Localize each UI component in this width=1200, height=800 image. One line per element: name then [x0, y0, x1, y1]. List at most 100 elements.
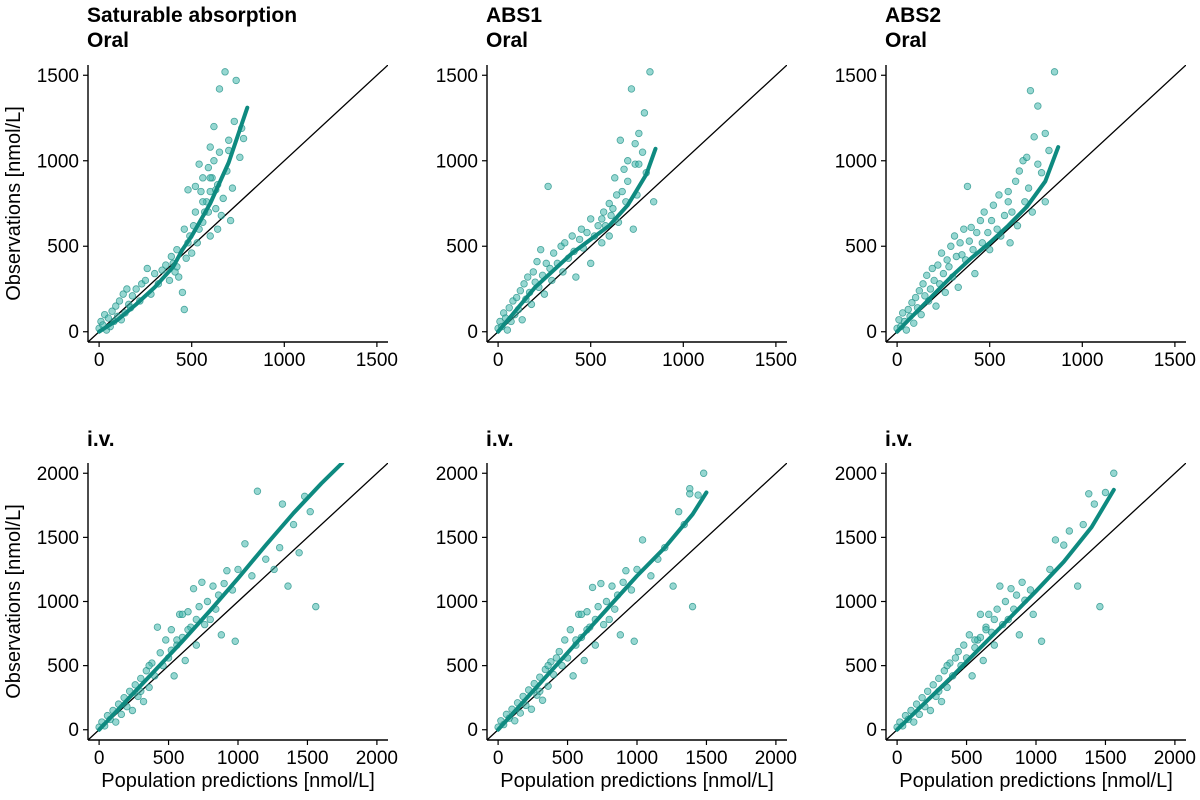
data-point — [210, 157, 218, 165]
data-point — [638, 536, 647, 544]
smooth-curve — [97, 463, 345, 732]
data-point — [627, 85, 636, 93]
data-point — [204, 163, 213, 172]
data-point — [947, 242, 955, 250]
data-point — [609, 204, 617, 213]
data-point — [212, 204, 220, 213]
data-point — [195, 160, 203, 168]
data-point — [688, 602, 697, 611]
data-point — [926, 706, 935, 715]
data-point — [694, 491, 702, 499]
data-point — [162, 261, 170, 269]
panel-title: i.v. — [486, 428, 514, 451]
panel-title: i.v. — [885, 428, 913, 451]
data-point — [945, 263, 953, 271]
data-point — [930, 276, 938, 285]
data-point — [217, 211, 226, 220]
data-point — [911, 293, 920, 302]
data-point — [156, 649, 164, 657]
data-point — [1028, 208, 1036, 216]
data-point — [145, 683, 153, 692]
data-point — [996, 582, 1004, 590]
data-point — [616, 136, 625, 144]
data-point — [908, 298, 916, 307]
y-tick-label: 1500 — [436, 528, 478, 549]
data-point — [131, 681, 139, 689]
data-point — [189, 584, 198, 593]
x-tick-label: 2000 — [1154, 748, 1196, 769]
data-point — [1037, 169, 1046, 177]
data-point — [117, 710, 126, 719]
data-point — [537, 245, 545, 254]
data-point — [1004, 187, 1012, 196]
data-point — [206, 232, 214, 240]
x-tick-label: 0 — [94, 350, 105, 371]
data-point — [540, 290, 549, 298]
data-point — [919, 280, 927, 288]
data-point — [965, 237, 974, 245]
y-tick-label: 1500 — [436, 66, 478, 87]
data-point — [215, 85, 224, 93]
x-tick-label: 500 — [552, 748, 584, 769]
data-point — [1060, 541, 1068, 549]
data-point — [132, 285, 140, 293]
data-point — [631, 139, 639, 148]
y-tick-label: 1500 — [835, 528, 877, 549]
plot-area — [88, 65, 388, 342]
data-point — [215, 148, 224, 156]
y-tick-label: 1000 — [436, 151, 478, 172]
identity-line — [487, 65, 787, 342]
x-tick-label: 1500 — [286, 748, 328, 769]
data-point — [967, 223, 975, 232]
data-point — [217, 631, 226, 639]
data-point — [1013, 222, 1022, 230]
data-point — [941, 288, 949, 297]
x-tick-label: 1500 — [685, 748, 727, 769]
data-point — [1046, 565, 1054, 574]
y-tick-label: 500 — [845, 237, 877, 258]
data-point — [1041, 129, 1049, 138]
data-point — [275, 543, 284, 552]
data-point — [1085, 490, 1093, 498]
data-point — [635, 160, 643, 168]
data-point — [289, 520, 298, 529]
data-point — [594, 222, 602, 230]
data-point — [1006, 239, 1014, 247]
data-point — [527, 705, 536, 713]
identity-line — [88, 463, 388, 740]
data-point — [943, 683, 951, 692]
data-point — [979, 656, 987, 665]
data-point — [973, 228, 981, 237]
data-point — [1034, 102, 1042, 110]
data-point — [577, 610, 586, 619]
data-point — [956, 239, 964, 247]
data-point — [188, 249, 196, 257]
data-point — [197, 187, 205, 196]
x-tick-label: 2000 — [356, 748, 398, 769]
x-tick-label: 500 — [951, 748, 983, 769]
data-point — [568, 232, 576, 240]
y-tick-label: 500 — [47, 656, 79, 677]
data-point — [976, 610, 985, 619]
data-point — [1007, 584, 1015, 593]
data-point — [527, 300, 536, 309]
panel-title: Oral — [87, 29, 129, 52]
data-point — [594, 602, 602, 611]
data-point — [614, 218, 623, 227]
smooth-curve — [895, 145, 1061, 334]
data-point — [990, 641, 999, 649]
data-point — [971, 636, 979, 644]
data-point — [220, 579, 228, 588]
data-point — [128, 292, 137, 300]
data-point — [1015, 631, 1024, 639]
data-point — [516, 287, 525, 295]
data-point — [588, 583, 597, 592]
data-point — [1011, 177, 1020, 185]
data-point — [1024, 184, 1033, 192]
x-tick-label: 1500 — [1154, 350, 1196, 371]
data-point — [104, 314, 113, 322]
